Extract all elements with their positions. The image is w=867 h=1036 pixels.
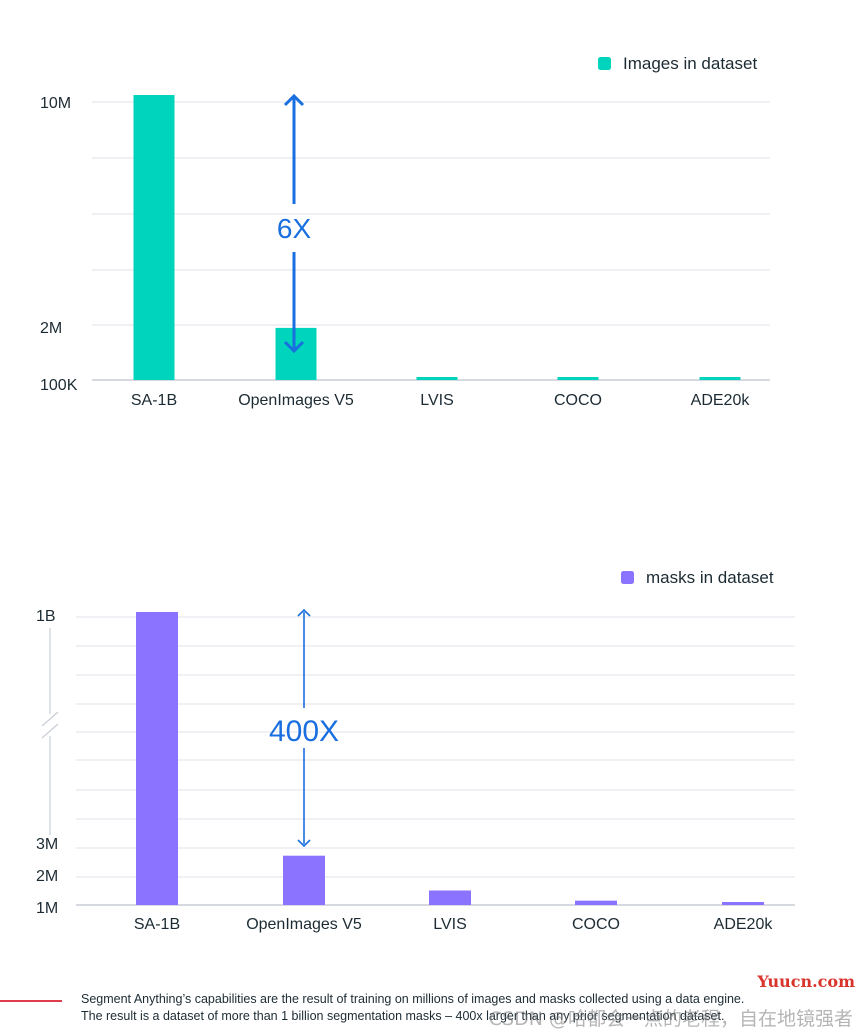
y-tick-label: 1B bbox=[36, 608, 56, 625]
x-tick-label: SA-1B bbox=[131, 392, 177, 409]
y-tick-label: 2M bbox=[40, 320, 62, 337]
annotation-label: 6X bbox=[277, 213, 312, 244]
y-tick-label: 3M bbox=[36, 836, 58, 853]
annotation-arrow-head-bottom bbox=[283, 340, 305, 354]
x-tick-label: LVIS bbox=[433, 916, 467, 933]
axis-break-mark bbox=[41, 723, 59, 739]
y-tick-label: 1M bbox=[36, 900, 58, 917]
legend-label: masks in dataset bbox=[646, 568, 774, 587]
bar-ade20k bbox=[722, 902, 764, 905]
bar-lvis bbox=[429, 890, 471, 905]
y-tick-label: 2M bbox=[36, 868, 58, 885]
x-tick-label: COCO bbox=[554, 392, 602, 409]
watermark-credit: CSDN @哈都会一点的老程，自在地镜强者 bbox=[488, 1008, 853, 1030]
x-tick-label: ADE20k bbox=[714, 916, 774, 933]
annotation-arrow-head-top bbox=[297, 608, 311, 617]
bar-sa-1b bbox=[133, 95, 175, 380]
bar-ade20k bbox=[699, 377, 741, 380]
bar-openimages-v5 bbox=[283, 855, 325, 905]
x-tick-label: OpenImages V5 bbox=[246, 916, 362, 933]
watermark-site: Yuucn.com bbox=[757, 972, 855, 991]
bar-coco bbox=[557, 377, 599, 380]
axis-break-mark bbox=[41, 711, 59, 727]
bar-coco bbox=[575, 900, 617, 905]
bar-sa-1b bbox=[136, 612, 178, 905]
x-tick-label: OpenImages V5 bbox=[238, 392, 354, 409]
legend-swatch bbox=[598, 57, 611, 70]
legend-label: Images in dataset bbox=[623, 54, 757, 73]
annotation-arrow-head-bottom bbox=[297, 839, 311, 848]
y-tick-label: 100K bbox=[40, 377, 78, 394]
x-tick-label: SA-1B bbox=[134, 916, 180, 933]
caption-accent-line bbox=[0, 1000, 62, 1002]
masks-bar-chart: 1B 3M 2M 1M SA-1B OpenImages V5 LVIS COCO ADE20k… bbox=[36, 568, 795, 933]
annotation-label: 400X bbox=[269, 715, 339, 748]
legend-swatch bbox=[621, 571, 634, 584]
bar-openimages-v5 bbox=[275, 327, 317, 380]
caption: Segment Anything’s capabilities are the … bbox=[81, 991, 841, 1025]
bar-lvis bbox=[416, 377, 458, 380]
x-tick-label: COCO bbox=[572, 916, 620, 933]
annotation-arrow-head-top bbox=[283, 93, 305, 107]
caption-line-1: Segment Anything’s capabilities are the … bbox=[81, 992, 745, 1006]
x-tick-label: LVIS bbox=[420, 392, 454, 409]
images-bar-chart: 10M 2M 100K SA-1B OpenImages V5 LVIS COCO ADE20… bbox=[40, 54, 770, 409]
caption-line-2: The result is a dataset of more than 1 b… bbox=[81, 1009, 725, 1023]
y-tick-label: 10M bbox=[40, 95, 71, 112]
x-tick-label: ADE20k bbox=[691, 392, 751, 409]
